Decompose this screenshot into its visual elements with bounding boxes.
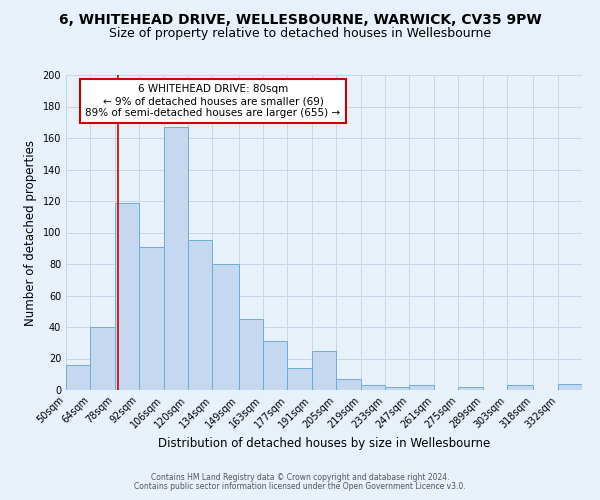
Text: Contains public sector information licensed under the Open Government Licence v3: Contains public sector information licen… [134, 482, 466, 491]
Bar [263, 341, 287, 390]
Bar [66, 365, 91, 390]
Bar [557, 384, 582, 390]
Text: 6, WHITEHEAD DRIVE, WELLESBOURNE, WARWICK, CV35 9PW: 6, WHITEHEAD DRIVE, WELLESBOURNE, WARWIC… [59, 12, 541, 26]
Y-axis label: Number of detached properties: Number of detached properties [24, 140, 37, 326]
Text: Size of property relative to detached houses in Wellesbourne: Size of property relative to detached ho… [109, 28, 491, 40]
Bar [385, 387, 409, 390]
Text: 6 WHITEHEAD DRIVE: 80sqm
← 9% of detached houses are smaller (69)
89% of semi-de: 6 WHITEHEAD DRIVE: 80sqm ← 9% of detache… [85, 84, 341, 117]
Bar [312, 350, 336, 390]
Bar [91, 327, 115, 390]
Bar [458, 387, 482, 390]
Bar [239, 319, 263, 390]
Bar [164, 127, 188, 390]
Bar [361, 386, 385, 390]
Text: Contains HM Land Registry data © Crown copyright and database right 2024.: Contains HM Land Registry data © Crown c… [151, 474, 449, 482]
Bar [212, 264, 239, 390]
Bar [188, 240, 212, 390]
Bar [287, 368, 312, 390]
Bar [139, 246, 164, 390]
Bar [115, 202, 139, 390]
Bar [409, 386, 434, 390]
X-axis label: Distribution of detached houses by size in Wellesbourne: Distribution of detached houses by size … [158, 437, 490, 450]
Bar [507, 386, 533, 390]
Bar [336, 379, 361, 390]
